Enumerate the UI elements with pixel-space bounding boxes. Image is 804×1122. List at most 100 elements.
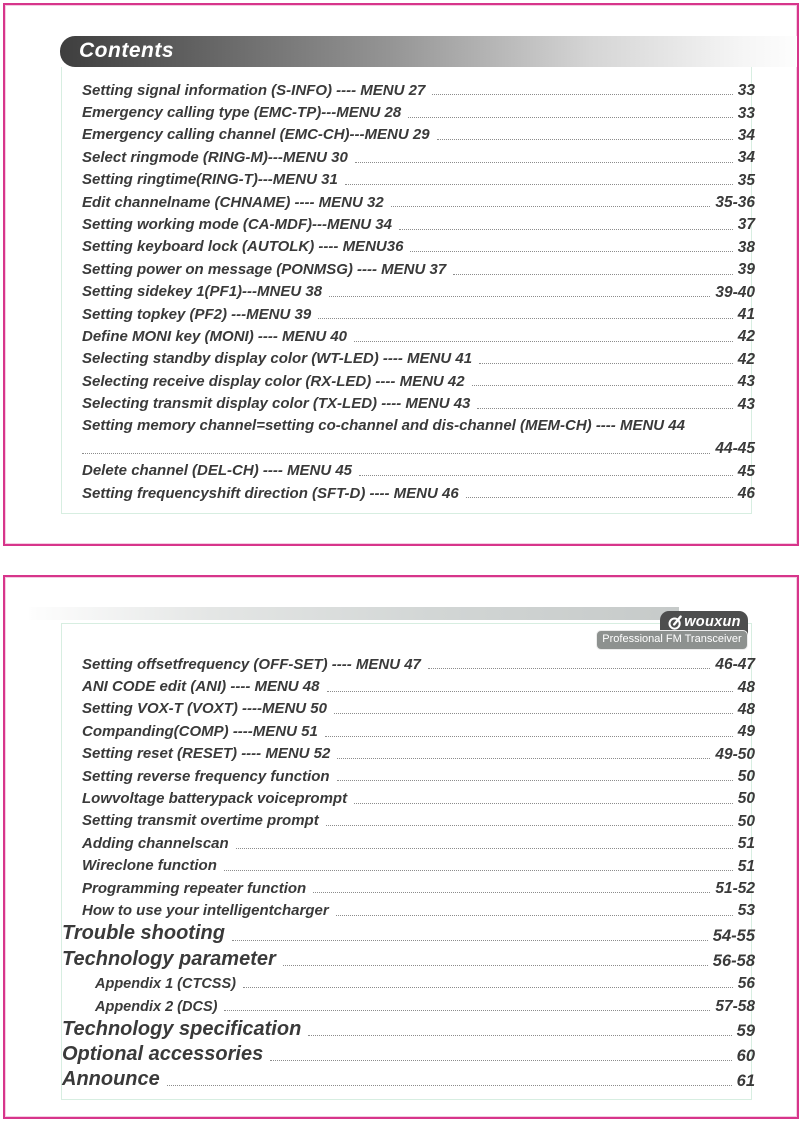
page-number: 57-58: [715, 997, 755, 1015]
toc-entry: Edit channelname (CHNAME) ---- MENU 32 35…: [61, 189, 756, 211]
toc-entry-label: Setting working mode (CA-MDF)---MENU 34: [82, 215, 392, 233]
page-number: 49-50: [715, 745, 755, 763]
page-number: 61: [736, 1072, 755, 1091]
page-number: 51: [737, 835, 755, 853]
toc-list: Setting signal information (S-INFO) ----…: [61, 77, 756, 502]
page-number: 42: [737, 350, 755, 368]
page-number: 34: [737, 126, 755, 144]
page-number: 43: [737, 373, 755, 391]
toc-page-1: Contents Setting signal information (S-I…: [3, 3, 799, 546]
toc-entry: Setting sidekey 1(PF1)---MNEU 38 39-40: [61, 279, 756, 301]
dot-leader: [223, 869, 733, 871]
dot-leader: [432, 94, 733, 96]
dot-leader: [408, 116, 733, 118]
toc-entry: 44-45: [61, 435, 756, 457]
toc-entry-label: Delete channel (DEL-CH) ---- MENU 45: [82, 462, 353, 480]
toc-entry: Trouble shooting 54-55: [61, 920, 756, 945]
toc-entry: Selecting receive display color (RX-LED)…: [61, 368, 756, 390]
page-number: 50: [737, 812, 755, 830]
toc-entry: Setting reverse frequency function 50: [61, 763, 756, 785]
toc-entry-label: Adding channelscan: [82, 834, 229, 852]
toc-entry: Selecting transmit display color (TX-LED…: [61, 390, 756, 412]
page-number: 60: [736, 1046, 755, 1065]
toc-entry-label: Setting reverse frequency function: [82, 767, 330, 785]
toc-entry-label: Setting frequencyshift direction (SFT-D)…: [82, 484, 459, 502]
toc-entry: Setting signal information (S-INFO) ----…: [61, 77, 756, 99]
page-number: 50: [737, 790, 755, 808]
toc-entry-label: Technology specification: [62, 1017, 302, 1040]
dot-leader: [359, 475, 733, 477]
dot-leader: [336, 780, 733, 782]
page-number: 56-58: [712, 951, 755, 970]
toc-entry: Select ringmode (RING-M)---MENU 30 34: [61, 144, 756, 166]
toc-entry: Technology specification 59: [61, 1015, 756, 1040]
toc-entry: Setting transmit overtime prompt 50: [61, 808, 756, 830]
page-number: 54-55: [712, 926, 755, 945]
toc-entry: Setting ringtime(RING-T)---MENU 31 35: [61, 167, 756, 189]
dot-leader: [354, 802, 733, 804]
dot-leader: [390, 206, 711, 208]
page-number: 56: [737, 975, 755, 993]
page-number: 34: [737, 149, 755, 167]
toc-entry: Selecting standby display color (WT-LED)…: [61, 346, 756, 368]
toc-entry: Wireclone function 51: [61, 853, 756, 875]
dot-leader: [231, 939, 708, 941]
toc-entry-label: Appendix 2 (DCS): [95, 998, 218, 1015]
toc-entry: Emergency calling type (EMC-TP)---MENU 2…: [61, 99, 756, 121]
toc-entry: Lowvoltage batterypack voiceprompt 50: [61, 785, 756, 807]
toc-entry-label: Setting keyboard lock (AUTOLK) ---- MENU…: [82, 238, 404, 256]
toc-entry-label: Companding(COMP) ----MENU 51: [82, 722, 318, 740]
brand-tagline: Professional FM Transceiver: [596, 630, 748, 650]
toc-entry: Appendix 1 (CTCSS) 56: [61, 970, 756, 992]
dot-leader: [318, 318, 733, 320]
toc-entry-label: Setting memory channel=setting co-channe…: [82, 417, 685, 435]
toc-entry: Setting topkey (PF2) ---MENU 39 41: [61, 301, 756, 323]
toc-entry-label: Selecting receive display color (RX-LED)…: [82, 372, 465, 390]
toc-entry-label: How to use your intelligentcharger: [82, 901, 329, 919]
toc-entry-label: Setting sidekey 1(PF1)---MNEU 38: [82, 283, 323, 301]
dot-leader: [329, 295, 711, 297]
toc-entry: Delete channel (DEL-CH) ---- MENU 45 45: [61, 458, 756, 480]
toc-entry: Companding(COMP) ----MENU 51 49: [61, 718, 756, 740]
toc-entry-label: Appendix 1 (CTCSS): [95, 976, 236, 993]
dot-leader: [337, 757, 711, 759]
toc-entry-label: Setting VOX-T (VOXT) ----MENU 50: [82, 700, 327, 718]
toc-entry-label: Setting topkey (PF2) ---MENU 39: [82, 305, 312, 323]
toc-entry-label: Setting reset (RESET) ---- MENU 52: [82, 745, 331, 763]
page-number: 39: [737, 261, 755, 279]
toc-entry-label: Trouble shooting: [62, 922, 225, 945]
page-number: 51: [737, 857, 755, 875]
toc-entry: Setting frequencyshift direction (SFT-D)…: [61, 480, 756, 502]
dot-leader: [344, 183, 733, 185]
dot-leader: [325, 825, 733, 827]
wouxun-logo-icon: [668, 615, 683, 630]
page-number: 53: [737, 902, 755, 920]
page-number: 45: [737, 462, 755, 480]
page-number: 33: [737, 104, 755, 122]
toc-entry-label: Define MONI key (MONI) ---- MENU 40: [82, 327, 348, 345]
page-number: 49: [737, 723, 755, 741]
toc-page-2: wouxun Professional FM Transceiver Setti…: [3, 575, 799, 1119]
dot-leader: [436, 139, 733, 141]
dot-leader: [398, 228, 733, 230]
contents-title: Contents: [79, 39, 174, 62]
toc-entry: How to use your intelligentcharger 53: [61, 897, 756, 919]
toc-entry: ANI CODE edit (ANI) ---- MENU 48 48: [61, 673, 756, 695]
toc-entry: Setting offsetfrequency (OFF-SET) ---- M…: [61, 651, 756, 673]
toc-entry: Setting VOX-T (VOXT) ----MENU 50 48: [61, 696, 756, 718]
toc-entry: Setting memory channel=setting co-channe…: [61, 413, 756, 435]
toc-entry: Emergency calling channel (EMC-CH)---MEN…: [61, 122, 756, 144]
toc-entry-label: Edit channelname (CHNAME) ---- MENU 32: [82, 193, 384, 211]
page-number: 33: [737, 82, 755, 100]
dot-leader: [410, 251, 733, 253]
contents-header: Contents: [60, 36, 797, 67]
page-number: 35: [737, 171, 755, 189]
dot-leader: [242, 987, 733, 989]
toc-entry-label: Selecting standby display color (WT-LED)…: [82, 350, 473, 368]
toc-entry-label: Technology parameter: [62, 947, 276, 970]
dot-leader: [471, 385, 733, 387]
toc-entry-label: Emergency calling type (EMC-TP)---MENU 2…: [82, 103, 402, 121]
toc-entry-label: Setting signal information (S-INFO) ----…: [82, 81, 426, 99]
toc-entry: Appendix 2 (DCS) 57-58: [61, 992, 756, 1015]
page-number: 48: [737, 678, 755, 696]
